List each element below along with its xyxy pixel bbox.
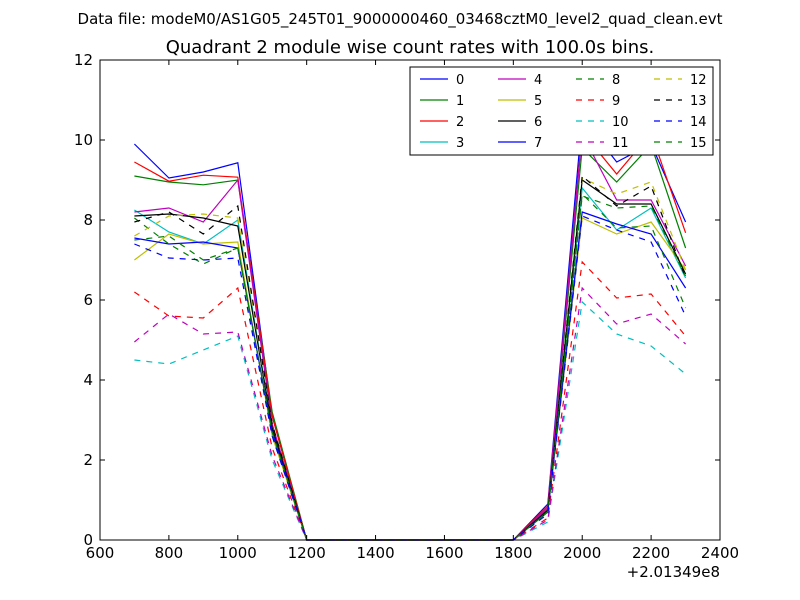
legend-label-6: 6 [534,115,542,130]
series-line-10 [134,300,686,541]
y-tick-label-10: 10 [74,131,93,149]
x-tick-label-800: 800 [155,544,184,562]
x-tick-label-1200: 1200 [288,544,326,562]
legend-label-15: 15 [690,136,707,151]
legend-label-4: 4 [534,73,542,88]
y-tick-label-12: 12 [74,51,93,69]
legend-label-9: 9 [612,94,620,109]
y-tick-label-8: 8 [83,211,93,229]
legend-label-13: 13 [690,94,707,109]
figure-suptitle: Data file: modeM0/AS1G05_245T01_90000004… [78,10,723,29]
plot-area: 600 800 1000 1200 1400 1600 1800 2000 2200 2400 0 2… [74,51,739,562]
x-tick-label-600: 600 [86,544,115,562]
x-tick-label-1000: 1000 [219,544,257,562]
x-tick-label-1400: 1400 [356,544,394,562]
legend-label-1: 1 [456,94,464,109]
legend-box [409,66,714,156]
y-tick-label-6: 6 [83,291,93,309]
x-tick-label-2200: 2200 [632,544,670,562]
legend-label-2: 2 [456,115,464,130]
x-tick-label-2400: 2400 [701,544,739,562]
chart-title: Quadrant 2 module wise count rates with … [166,37,655,58]
y-tick-label-2: 2 [83,451,93,469]
legend-label-0: 0 [456,73,464,88]
legend-label-12: 12 [690,73,707,88]
x-tick-label-1800: 1800 [494,544,532,562]
legend-label-14: 14 [690,115,707,130]
legend-label-10: 10 [612,115,629,130]
legend-label-3: 3 [456,136,464,151]
x-offset-label: +2.01349e8 [627,563,720,581]
legend-label-8: 8 [612,73,620,88]
x-tick-label-1600: 1600 [425,544,463,562]
y-tick-label-4: 4 [83,371,93,389]
legend-label-5: 5 [534,94,542,109]
legend-label-7: 7 [534,136,542,151]
x-tick-label-2000: 2000 [563,544,601,562]
series-line-8 [134,192,687,541]
y-tick-label-0: 0 [83,531,93,549]
legend-label-11: 11 [612,136,629,151]
